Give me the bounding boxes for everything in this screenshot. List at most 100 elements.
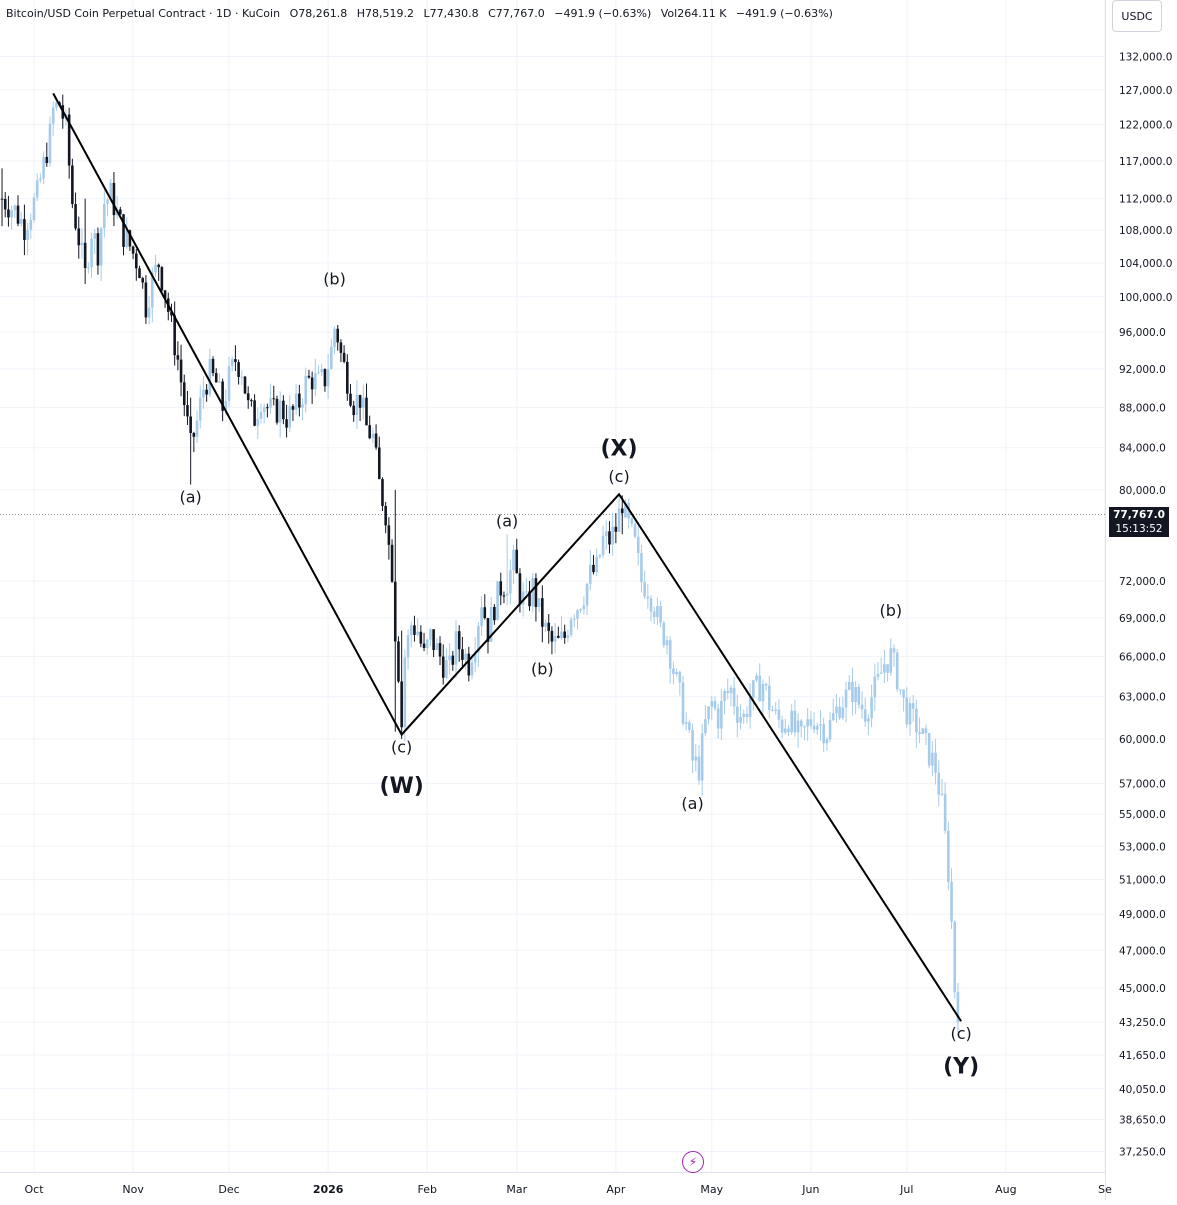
candle-body [585, 583, 589, 606]
candle-body [636, 536, 640, 554]
high-value: H78,519.2 [356, 7, 414, 20]
candle-body [237, 362, 240, 377]
symbol-name[interactable]: Bitcoin/USD Coin Perpetual Contract · 1D… [6, 7, 281, 20]
candle-body [160, 267, 164, 291]
candle-body [390, 544, 394, 582]
candle-body [243, 376, 247, 394]
y-tick-label: 117,000.0 [1119, 156, 1172, 168]
candle-body [138, 268, 141, 279]
candle-body [336, 328, 340, 343]
candle-body [886, 664, 889, 673]
candle-body [214, 373, 218, 383]
candle-body [381, 479, 384, 506]
candle-body [710, 701, 714, 707]
candle-body [796, 720, 800, 733]
candle-body [803, 726, 806, 728]
candle-body [489, 606, 493, 642]
y-tick-label: 127,000.0 [1119, 85, 1172, 97]
candle-body [384, 505, 387, 526]
candle-body [195, 420, 199, 437]
candle-body [854, 686, 857, 702]
y-tick-label: 92,000.0 [1119, 364, 1166, 376]
candle-body [67, 114, 71, 166]
candle-body [956, 992, 960, 1023]
volume-value: Vol264.11 K [660, 7, 727, 20]
candle-body [892, 648, 896, 653]
candle-body [505, 593, 509, 596]
candle-body [435, 643, 439, 651]
candle-body [790, 710, 793, 733]
candle-body [253, 400, 256, 426]
candle-body [154, 264, 157, 273]
candle-body [630, 518, 634, 524]
candle-body [863, 709, 867, 722]
candle-body [438, 643, 442, 657]
candle-body [870, 697, 873, 719]
candle-body [857, 686, 861, 705]
candle-body [496, 581, 499, 621]
candle-body [608, 531, 611, 545]
currency-selector[interactable]: USDC [1112, 0, 1162, 32]
candle-body [748, 697, 752, 718]
y-tick-label: 122,000.0 [1119, 120, 1172, 132]
candle-body [77, 228, 81, 246]
candle-body [675, 671, 678, 674]
y-tick-label: 63,000.0 [1119, 692, 1166, 704]
candle-body [662, 622, 666, 646]
candle-body [7, 209, 10, 218]
candle-body [825, 739, 829, 744]
candle-body [617, 508, 621, 532]
candle-body [269, 398, 272, 408]
candle-body [445, 660, 448, 678]
candle-body [777, 709, 781, 720]
candle-body [361, 397, 365, 408]
candle-body [208, 358, 212, 395]
candle-body [876, 673, 880, 677]
candle-body [419, 631, 423, 644]
candle-body [409, 625, 413, 636]
candle-body [582, 605, 586, 610]
candle-body [147, 307, 151, 318]
candle-body [87, 267, 90, 269]
x-tick-label: Apr [606, 1183, 626, 1196]
candle-body [80, 242, 84, 246]
candle-body [441, 656, 445, 678]
candle-body [883, 664, 886, 673]
candle-body [950, 881, 953, 922]
candle-body [387, 525, 391, 545]
y-tick-label: 66,000.0 [1119, 651, 1166, 663]
low-value: L77,430.8 [423, 7, 479, 20]
candle-body [74, 204, 77, 229]
candle-body [838, 706, 841, 719]
y-tick-label: 104,000.0 [1119, 258, 1172, 270]
candle-body [13, 205, 17, 211]
candle-body [470, 662, 474, 676]
candle-body [272, 398, 276, 400]
candle-body [26, 229, 29, 240]
candle-body [429, 629, 432, 640]
candle-body [0, 198, 4, 200]
x-tick-label: Jul [899, 1183, 913, 1196]
lightning-bolt-icon[interactable]: ⚡ [682, 1151, 704, 1173]
candle-body [569, 619, 573, 636]
candle-body [515, 549, 519, 574]
candle-body [716, 708, 720, 729]
candle-body [301, 404, 304, 408]
last-price-tag: 77,767.0 15:13:52 [1109, 507, 1169, 537]
candle-body [915, 708, 918, 733]
candle-body [425, 639, 429, 648]
candle-body [732, 687, 736, 707]
candle-body [282, 400, 285, 420]
candle-body [93, 233, 97, 239]
candle-body [688, 722, 691, 731]
candle-body [234, 359, 237, 363]
candle-body [176, 355, 180, 360]
y-tick-label: 38,650.0 [1119, 1115, 1166, 1127]
candle-body [502, 595, 506, 597]
candle-body [672, 668, 675, 674]
candle-body [486, 618, 490, 642]
candle-body [620, 508, 624, 514]
candle-body [320, 369, 324, 373]
